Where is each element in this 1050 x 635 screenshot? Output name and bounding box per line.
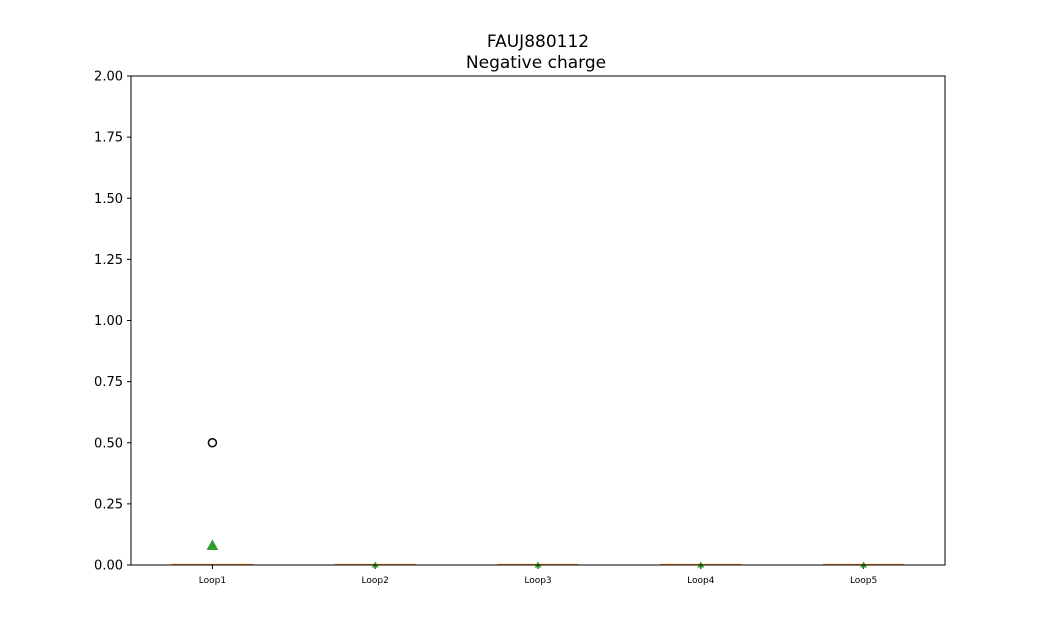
x-tick-label: Loop4: [687, 576, 715, 586]
y-tick-label: 0.75: [94, 375, 123, 390]
chart-subtitle: Negative charge: [466, 53, 606, 73]
plot-area-frame: [130, 75, 946, 566]
plot-marks: [171, 438, 905, 568]
y-tick-label: 0.50: [94, 436, 123, 451]
y-tick-label: 1.25: [94, 253, 123, 268]
outlier-point: [207, 438, 218, 448]
mean-marker: [206, 539, 219, 550]
x-tick-label: Loop1: [199, 576, 226, 586]
x-axis: Loop1 Loop2 Loop3 Loop4 Loop5: [199, 565, 877, 586]
y-tick-label: 1.00: [94, 314, 123, 329]
x-tick-label: Loop5: [850, 576, 877, 586]
x-tick-label: Loop2: [362, 576, 389, 586]
y-tick-label: 0.25: [94, 497, 123, 512]
y-tick-label: 0.00: [94, 559, 123, 574]
y-axis: 0.00 0.25 0.50 0.75 1.00 1.25 1.50 1.75 2.00: [94, 70, 131, 574]
y-tick-label: 1.50: [94, 192, 123, 207]
y-tick-label: 1.75: [94, 131, 123, 146]
chart-title: FAUJ880112: [487, 32, 589, 52]
box-group-loop1: [171, 438, 254, 566]
x-tick-label: Loop3: [524, 576, 551, 586]
y-tick-label: 2.00: [94, 70, 123, 85]
